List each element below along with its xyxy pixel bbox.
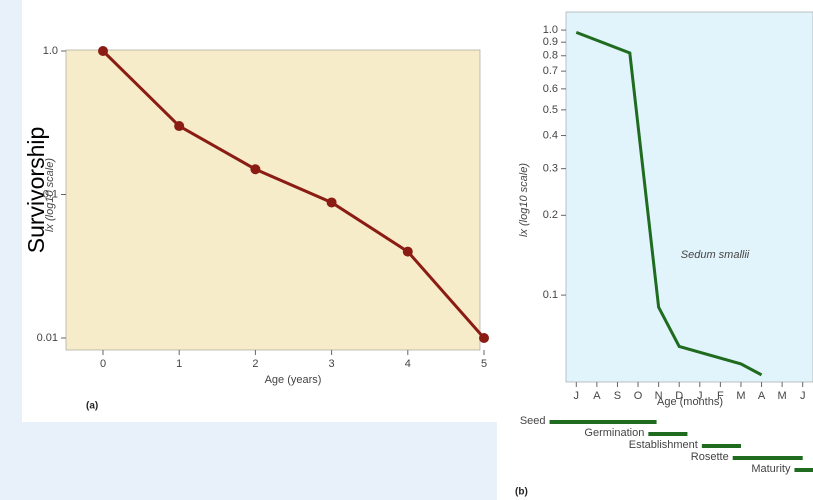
x-tick-label: 1 <box>176 358 182 370</box>
y-tick-label: 0.4 <box>543 129 558 141</box>
stage-bar <box>794 468 813 472</box>
data-point <box>174 121 185 132</box>
stage-label: Rosette <box>691 451 729 463</box>
x-tick-label: 2 <box>252 358 258 370</box>
data-point <box>98 46 108 56</box>
y-tick-label: 0.9 <box>543 36 558 48</box>
y-tick-label: 0.2 <box>543 209 558 221</box>
y-tick-label: 1.0 <box>543 24 558 36</box>
x-tick-label: 5 <box>481 358 487 370</box>
x-axis-label: Age (years) <box>265 374 322 386</box>
x-tick-label: F <box>717 390 724 402</box>
data-line <box>101 49 486 339</box>
x-tick-label: 4 <box>405 358 411 370</box>
x-tick-label: J <box>574 390 580 402</box>
y-tick-label: 0.1 <box>543 289 558 301</box>
y-tick-label: 0.01 <box>37 332 58 344</box>
x-tick-label: M <box>736 390 745 402</box>
y-tick-label: 0.8 <box>543 50 558 62</box>
y-tick-label: 0.1 <box>43 188 58 200</box>
x-tick-label: D <box>675 390 683 402</box>
x-tick-label: S <box>614 390 621 402</box>
x-tick-label: 3 <box>329 358 335 370</box>
annotation: Sedum smallii <box>681 249 750 261</box>
stage-label: Germination <box>584 427 644 439</box>
x-tick-label: A <box>758 390 766 402</box>
side-label: Survivorship <box>23 127 49 254</box>
x-axis-label: Age (months) <box>657 396 723 408</box>
x-tick-label: A <box>593 390 601 402</box>
stage-bar <box>648 432 688 436</box>
x-tick-label: O <box>634 390 643 402</box>
plot-area <box>65 49 481 351</box>
x-tick-label: J <box>697 390 703 402</box>
plot-area <box>565 11 813 383</box>
y-tick-label: 0.3 <box>543 163 558 175</box>
panel-label: (b) <box>515 487 528 498</box>
data-point <box>479 333 489 343</box>
x-tick-label: J <box>800 390 806 402</box>
stage-label: Seed <box>520 415 546 427</box>
y-axis-label: lx (log10 scale) <box>518 163 530 237</box>
stage-label: Maturity <box>751 463 791 475</box>
stage-bar <box>549 420 657 424</box>
stage-bar <box>701 444 741 448</box>
y-axis-label: lx (log10 scale) <box>44 158 56 232</box>
data-point <box>326 197 337 208</box>
x-tick-label: N <box>655 390 663 402</box>
x-tick-label: 0 <box>100 358 106 370</box>
data-line <box>575 30 763 377</box>
y-tick-label: 0.7 <box>543 65 558 77</box>
stage-label: Establishment <box>629 439 698 451</box>
data-point <box>402 246 413 257</box>
stage-bar <box>732 456 803 460</box>
data-point <box>250 164 261 175</box>
y-tick-label: 0.5 <box>543 104 558 116</box>
panel-label: (a) <box>86 401 98 412</box>
y-tick-label: 1.0 <box>43 45 58 57</box>
y-tick-label: 0.6 <box>543 83 558 95</box>
x-tick-label: M <box>778 390 787 402</box>
